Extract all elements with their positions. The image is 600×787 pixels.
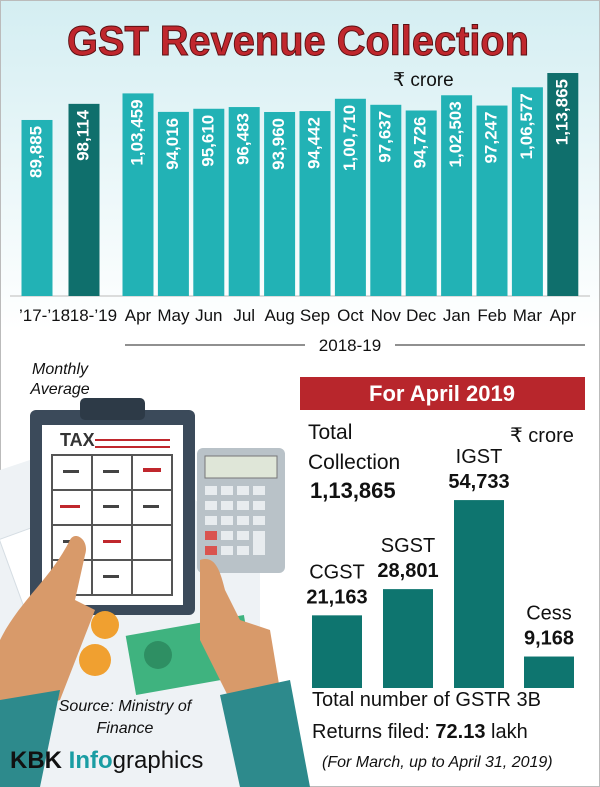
category-label: Cess: [526, 603, 572, 625]
category-label: CGST: [309, 561, 365, 583]
x-tick-label: Oct: [337, 306, 364, 325]
value-label: 94,726: [411, 116, 430, 168]
x-tick-label: Nov: [370, 306, 401, 325]
brand-part: KBK: [10, 747, 63, 774]
x-tick-label: Jan: [442, 306, 471, 325]
bar: [524, 656, 574, 688]
x-tick-label: ’18-’19: [66, 306, 118, 325]
x-tick-label: Feb: [477, 306, 507, 325]
bar: [476, 105, 508, 297]
bar: [312, 615, 362, 688]
bar: [370, 104, 402, 296]
bar: [157, 111, 189, 296]
bar: [299, 111, 331, 296]
bar: [122, 93, 154, 296]
value-label: 28,801: [377, 560, 438, 582]
x-tick-label: May: [157, 306, 190, 325]
value-label: 96,483: [234, 113, 253, 165]
x-tick-label: Jul: [233, 306, 256, 325]
x-tick-label: Aug: [264, 306, 295, 325]
value-label: 1,13,865: [552, 79, 571, 145]
returns-value: 72.13: [435, 721, 485, 743]
x-tick-label: Mar: [512, 306, 543, 325]
group-label: Monthly Average: [30, 361, 90, 398]
value-label: 21,163: [306, 586, 367, 608]
bar: [441, 95, 473, 297]
value-label: 93,960: [269, 118, 288, 170]
value-label: 89,885: [26, 126, 45, 178]
brand: KBK Infographics: [10, 747, 203, 774]
clipboard-label: TAX: [60, 430, 95, 450]
value-label: 1,03,459: [127, 99, 146, 165]
bar: [454, 500, 504, 688]
value-label: 94,016: [163, 118, 182, 170]
value-label: 98,114: [73, 109, 92, 161]
illustration: TAX: [0, 398, 310, 787]
value-label: 9,168: [524, 628, 574, 650]
source: Source: Ministry of Finance: [58, 698, 192, 737]
brand-part: Info: [69, 747, 113, 774]
bar: [383, 589, 433, 688]
x-tick-label: Sep: [299, 306, 331, 325]
x-tick-label: Apr: [124, 306, 152, 325]
category-label: IGST: [456, 446, 503, 468]
bar: [511, 87, 543, 296]
unit-label: ₹ crore: [393, 70, 454, 91]
returns-note: (For March, up to April 31, 2019): [322, 754, 553, 771]
bar: [68, 103, 100, 297]
bar: [193, 108, 225, 296]
bar: [405, 110, 437, 296]
panel-title: For April 2019: [369, 381, 515, 406]
value-label: 1,06,577: [517, 93, 536, 159]
returns-line: Returns filed: 72.13 lakh: [312, 721, 528, 743]
brand-part: graphics: [113, 747, 204, 774]
unit-label: ₹ crore: [510, 425, 574, 447]
value-label: 97,637: [375, 111, 394, 163]
bar: [264, 111, 296, 297]
value-label: 97,247: [481, 112, 500, 164]
bar: [334, 98, 366, 297]
group-label: 2018-19: [319, 336, 381, 355]
returns-label: Returns filed:: [312, 721, 430, 743]
value-label: 54,733: [448, 471, 509, 493]
total-value: 1,13,865: [310, 478, 396, 503]
value-label: 94,442: [304, 117, 323, 169]
x-tick-label: Dec: [406, 306, 437, 325]
bar: [228, 107, 260, 296]
value-label: 1,02,503: [446, 101, 465, 167]
returns-unit: lakh: [491, 721, 528, 743]
category-label: SGST: [381, 535, 435, 557]
panel-banner: [300, 377, 585, 410]
total-label: Total Collection: [308, 421, 401, 474]
x-tick-label: ’17-’18: [19, 306, 71, 325]
chart-title: GST Revenue Collection: [67, 17, 529, 64]
x-tick-label: Apr: [549, 306, 577, 325]
value-label: 1,00,710: [340, 105, 359, 171]
bar: [21, 119, 53, 296]
returns-line: Total number of GSTR 3B: [312, 689, 541, 711]
bar: [547, 73, 579, 296]
value-label: 95,610: [198, 115, 217, 167]
x-tick-label: Jun: [195, 306, 223, 325]
